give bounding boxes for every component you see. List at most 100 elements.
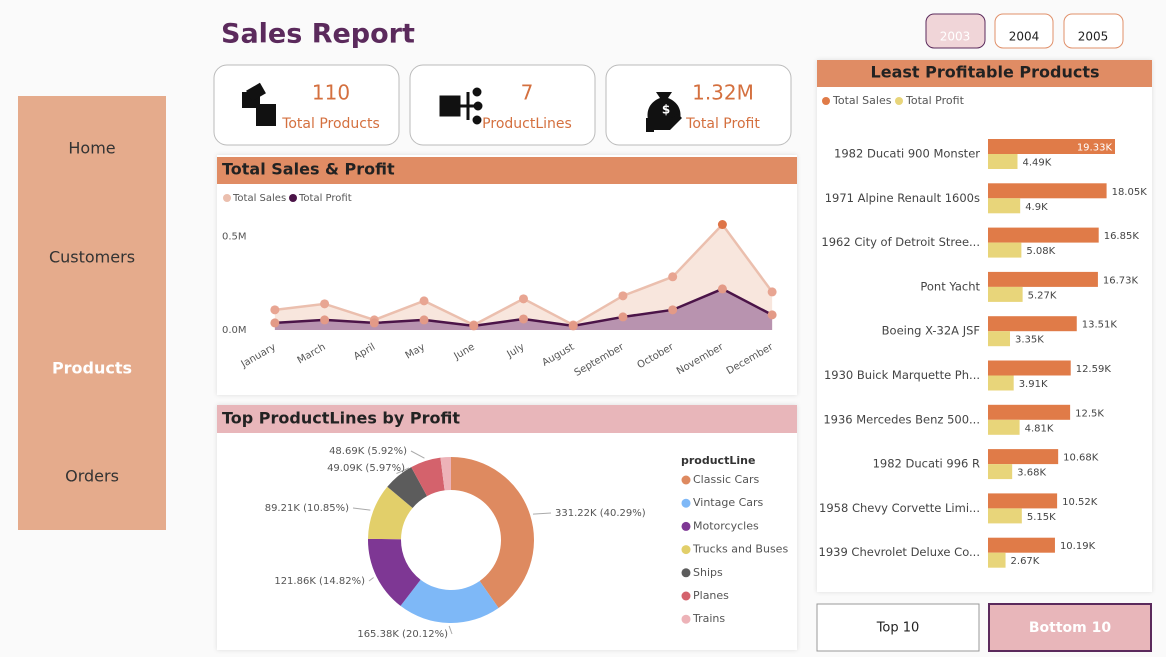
top-button[interactable] (816, 603, 980, 652)
kpi-label: Total Profit (685, 116, 760, 132)
nav-item[interactable]: Orders (65, 467, 119, 486)
category-label: Pont Yacht (920, 279, 980, 293)
legend-label: Total Sales (832, 94, 892, 107)
category-label: Boeing X-32A JSF (882, 324, 980, 338)
legend-label: Total Profit (298, 193, 352, 204)
bar (988, 331, 1011, 347)
page-title: Sales Report (221, 19, 415, 50)
chart-title: Top ProductLines by Profit (222, 409, 460, 428)
icon-hierarchy (439, 87, 483, 125)
kpi-label: Total Products (281, 116, 380, 132)
panel-header (217, 405, 797, 433)
bar (988, 449, 1059, 465)
nav-item[interactable]: Customers (49, 248, 135, 267)
nav-item[interactable]: Products (52, 359, 132, 378)
category-label: 1982 Ducati 900 Monster (834, 147, 980, 161)
legend-label: Vintage Cars (693, 496, 764, 509)
svg-text:$: $ (662, 103, 670, 117)
point (270, 318, 280, 328)
legend-label: Motorcycles (693, 519, 759, 532)
data-label: 12.59K (1076, 364, 1112, 375)
point (320, 315, 330, 325)
legend-title: productLine (681, 454, 755, 467)
data-label: 165.38K (20.12%) (357, 629, 448, 640)
bar (988, 183, 1107, 199)
data-label: 3.68K (1017, 468, 1046, 479)
category-label: 1930 Buick Marquette Ph... (824, 368, 980, 382)
data-label: 3.91K (1019, 379, 1048, 390)
point (568, 321, 578, 331)
data-label: 4.81K (1025, 423, 1054, 434)
donut-slice (400, 579, 499, 624)
button-label: Top 10 (876, 621, 920, 636)
year-button[interactable] (925, 13, 986, 49)
bar (988, 375, 1014, 391)
point (668, 272, 678, 282)
leader-line (396, 467, 410, 474)
area (274, 288, 773, 330)
point (519, 294, 528, 304)
legend-swatch (681, 521, 691, 531)
data-label: 3.35K (1015, 335, 1044, 346)
leader-line (352, 507, 371, 511)
leader-line (532, 512, 552, 515)
point (668, 305, 678, 315)
y-tick-label: 0.5M (222, 232, 247, 243)
data-label: 10.68K (1063, 453, 1099, 464)
year-label: 2005 (1078, 30, 1109, 44)
nav-item[interactable]: Home (68, 139, 115, 158)
bottom-button[interactable] (988, 603, 1152, 652)
bar (988, 419, 1020, 435)
point (717, 284, 727, 294)
legend-label: Planes (693, 589, 729, 602)
bar (988, 286, 1023, 302)
icon-money-bag: $ (646, 92, 682, 132)
bar (988, 316, 1077, 332)
year-button[interactable] (1063, 13, 1124, 49)
category-label: 1939 Chevrolet Deluxe Co... (819, 545, 981, 559)
donut-slice (368, 486, 413, 540)
nav-panel (18, 96, 166, 530)
data-label: 89.21K (10.85%) (265, 503, 349, 514)
category-label: 1958 Chevy Corvette Limi... (819, 501, 980, 515)
button-label: Bottom 10 (1029, 620, 1111, 636)
bar (988, 404, 1071, 420)
donut-slice (440, 457, 451, 491)
point (717, 220, 727, 230)
data-label: 48.69K (5.92%) (329, 446, 407, 457)
data-label: 49.09K (5.97%) (327, 463, 405, 474)
year-button[interactable] (994, 13, 1054, 49)
kpi-card (605, 64, 792, 146)
kpi-value: 1.32M (692, 81, 754, 105)
kpi-card (409, 64, 596, 146)
panel-header (217, 157, 797, 184)
point (767, 310, 777, 320)
point (519, 314, 528, 324)
y-tick-label: 0.0M (222, 325, 247, 336)
bar (988, 493, 1058, 509)
point (469, 321, 479, 331)
chart-title: Least Profitable Products (871, 63, 1100, 82)
category-label: 1936 Mercedes Benz 500... (823, 412, 980, 426)
donut-slice (387, 467, 428, 508)
bar (988, 464, 1013, 480)
data-label: 2.67K (1011, 556, 1040, 567)
bar (988, 227, 1099, 243)
bar (988, 508, 1022, 524)
legend-swatch (822, 97, 830, 105)
point (618, 312, 628, 322)
donut-slice (451, 457, 534, 609)
data-label: 16.73K (1103, 275, 1139, 286)
data-label: 10.52K (1062, 497, 1098, 508)
data-label: 5.08K (1026, 246, 1055, 257)
year-label: 2004 (1009, 30, 1040, 44)
legend-swatch (223, 194, 231, 202)
panel-header (817, 60, 1152, 87)
category-label: 1971 Alpine Renault 1600s (825, 191, 980, 205)
data-label: 5.15K (1027, 512, 1056, 523)
data-label: 16.85K (1104, 231, 1140, 242)
kpi-value: 110 (312, 81, 350, 105)
donut-slice (411, 457, 445, 497)
